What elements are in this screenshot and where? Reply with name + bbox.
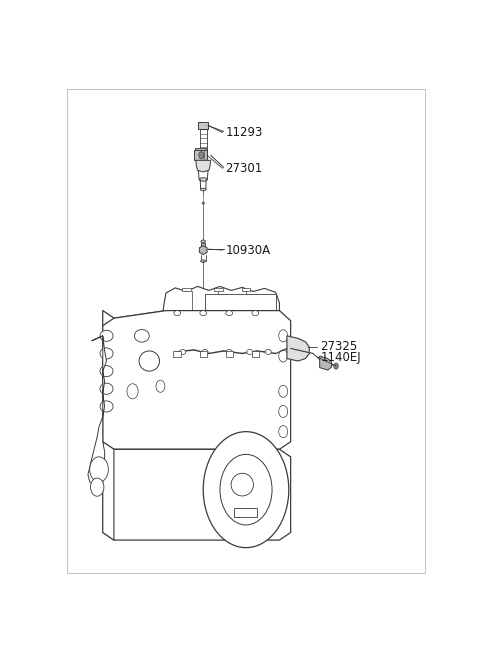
Ellipse shape	[202, 202, 204, 204]
Ellipse shape	[201, 188, 206, 191]
Ellipse shape	[226, 310, 233, 316]
Polygon shape	[173, 351, 181, 357]
Circle shape	[127, 384, 138, 399]
Circle shape	[156, 380, 165, 392]
Circle shape	[279, 426, 288, 438]
Circle shape	[279, 329, 288, 342]
Polygon shape	[198, 122, 208, 129]
Circle shape	[203, 432, 289, 548]
Text: 10930A: 10930A	[226, 244, 271, 257]
Circle shape	[90, 457, 108, 482]
Polygon shape	[88, 336, 107, 485]
Polygon shape	[226, 351, 233, 357]
Ellipse shape	[199, 178, 207, 181]
Polygon shape	[205, 294, 276, 322]
Ellipse shape	[265, 349, 271, 354]
Circle shape	[91, 478, 104, 496]
Ellipse shape	[202, 349, 208, 354]
Text: 27301: 27301	[226, 162, 263, 175]
Polygon shape	[201, 243, 205, 247]
Ellipse shape	[252, 310, 259, 316]
Text: 11293: 11293	[226, 126, 263, 139]
Ellipse shape	[247, 349, 252, 354]
Text: 1140EJ: 1140EJ	[321, 350, 361, 364]
Circle shape	[279, 405, 288, 417]
Ellipse shape	[100, 348, 113, 359]
Polygon shape	[103, 310, 114, 449]
Polygon shape	[103, 449, 290, 540]
Circle shape	[279, 350, 288, 362]
Polygon shape	[287, 336, 309, 361]
Polygon shape	[252, 351, 259, 357]
Ellipse shape	[100, 365, 113, 377]
Ellipse shape	[201, 240, 205, 243]
Ellipse shape	[100, 401, 113, 412]
Polygon shape	[162, 316, 166, 354]
Ellipse shape	[201, 260, 206, 263]
Polygon shape	[194, 150, 207, 160]
Ellipse shape	[100, 330, 113, 341]
Polygon shape	[199, 246, 207, 255]
Circle shape	[334, 363, 338, 369]
Polygon shape	[182, 288, 191, 291]
Polygon shape	[196, 160, 211, 172]
Polygon shape	[241, 288, 251, 291]
Circle shape	[220, 455, 272, 525]
Polygon shape	[103, 310, 290, 449]
Ellipse shape	[139, 351, 159, 371]
Ellipse shape	[174, 310, 180, 316]
Circle shape	[199, 152, 204, 159]
Polygon shape	[103, 441, 114, 540]
Polygon shape	[195, 147, 206, 150]
Ellipse shape	[226, 349, 232, 354]
Polygon shape	[214, 288, 223, 291]
Ellipse shape	[134, 329, 149, 342]
Ellipse shape	[180, 349, 186, 354]
Polygon shape	[320, 356, 332, 370]
Polygon shape	[234, 508, 257, 517]
Circle shape	[279, 385, 288, 398]
Ellipse shape	[200, 310, 206, 316]
Polygon shape	[200, 351, 207, 357]
Text: 27325: 27325	[321, 341, 358, 354]
Polygon shape	[103, 310, 166, 333]
Polygon shape	[162, 286, 279, 329]
Ellipse shape	[100, 383, 113, 394]
Ellipse shape	[231, 474, 253, 496]
